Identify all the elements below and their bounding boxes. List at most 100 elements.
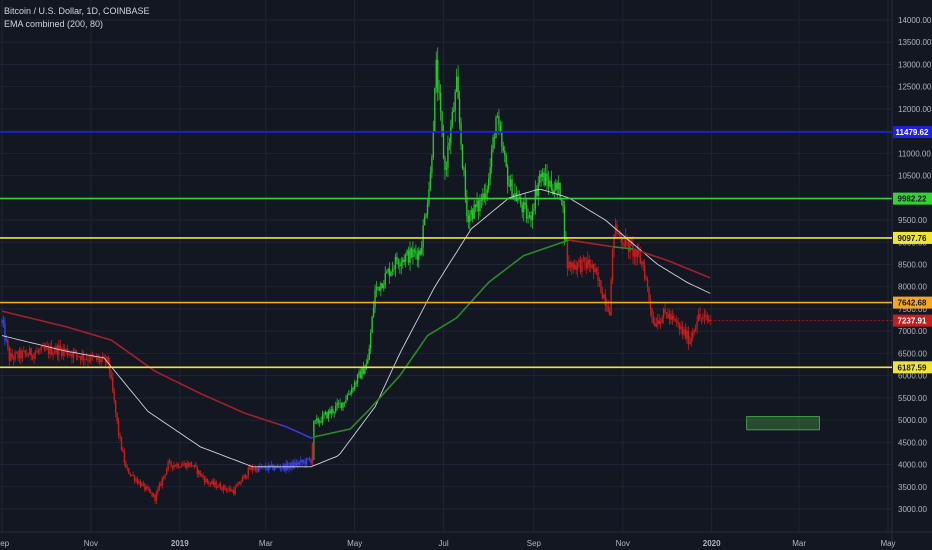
candle — [284, 463, 286, 473]
candle — [524, 193, 526, 209]
candle — [703, 308, 706, 325]
candle — [84, 358, 86, 366]
candle — [540, 169, 542, 188]
candle — [584, 256, 586, 271]
candle — [504, 145, 506, 163]
candle — [606, 298, 608, 312]
candle — [142, 480, 145, 487]
y-tick-label: 3500.00 — [898, 483, 927, 492]
candle — [371, 315, 373, 334]
candle — [604, 288, 606, 312]
candle — [164, 473, 166, 480]
candle — [553, 181, 555, 200]
candle — [569, 261, 572, 272]
candle — [595, 267, 598, 275]
candle — [560, 198, 563, 206]
candle — [619, 229, 621, 238]
candle — [431, 154, 433, 179]
candle — [186, 459, 188, 471]
y-tick-label: 7000.00 — [898, 327, 927, 336]
candle — [493, 132, 496, 149]
candle — [375, 281, 378, 298]
ema80-line — [1, 188, 711, 468]
candle — [549, 177, 551, 188]
candle — [697, 308, 700, 322]
candle — [181, 460, 184, 467]
candle — [165, 467, 168, 475]
candle — [103, 354, 105, 358]
candle — [100, 357, 102, 369]
candle — [130, 474, 133, 477]
candle — [659, 317, 662, 330]
candle — [208, 480, 210, 487]
candle — [616, 220, 618, 238]
candle — [397, 257, 400, 269]
candle — [359, 368, 362, 379]
indicator-title[interactable]: EMA combined (200, 80) — [4, 19, 104, 29]
candle — [157, 486, 159, 496]
candle — [138, 479, 140, 485]
candle — [69, 352, 72, 357]
candle — [587, 251, 589, 270]
candle — [355, 380, 357, 387]
candle — [216, 485, 219, 489]
candle — [544, 163, 547, 186]
candle — [42, 342, 44, 348]
horizontal-levels: 11479.62 9982.22 9097.76 7642.68 6187.59 — [0, 126, 932, 374]
candle — [435, 51, 437, 94]
candle — [686, 326, 688, 344]
candle — [546, 164, 548, 190]
candle — [358, 368, 360, 379]
candle — [266, 465, 268, 472]
candle — [585, 256, 588, 274]
candle — [180, 462, 182, 468]
candle — [511, 173, 513, 200]
candle — [4, 317, 6, 346]
candle — [608, 306, 611, 316]
candle — [384, 266, 386, 289]
candle — [160, 480, 162, 487]
candle — [238, 481, 241, 485]
candle — [387, 267, 389, 275]
candle — [128, 467, 130, 475]
last-price-badge — [893, 314, 932, 327]
last-price-label: 7237.91 — [898, 317, 927, 326]
candle — [499, 120, 502, 134]
y-tick-label: 9500.00 — [898, 216, 927, 225]
candle — [116, 412, 118, 425]
candle — [568, 255, 570, 271]
candle — [454, 88, 456, 122]
candle — [498, 108, 500, 135]
candle — [288, 462, 290, 473]
candle — [473, 199, 475, 220]
candle — [617, 232, 620, 236]
candle — [356, 373, 359, 388]
candle — [342, 402, 344, 412]
candle — [539, 170, 541, 187]
candle — [228, 485, 231, 493]
candle — [161, 476, 163, 489]
candle — [646, 276, 649, 292]
candle — [215, 480, 217, 491]
candle — [177, 462, 180, 469]
rectangle-drawing[interactable] — [746, 416, 820, 431]
candle — [528, 211, 531, 219]
candle — [235, 483, 238, 488]
candle — [390, 271, 392, 277]
candle — [457, 65, 459, 100]
candle — [279, 463, 282, 472]
candle — [253, 467, 255, 471]
candle — [603, 293, 605, 299]
level-badge-label: 9982.22 — [898, 195, 927, 204]
symbol-title[interactable]: Bitcoin / U.S. Dollar, 1D, COINBASE — [4, 6, 150, 16]
candle — [323, 411, 325, 420]
candle — [33, 352, 35, 364]
candle — [581, 258, 583, 278]
candle — [174, 464, 177, 467]
y-tick-label: 8000.00 — [898, 283, 927, 292]
candle — [247, 465, 249, 480]
x-tick-label: Jul — [438, 539, 448, 548]
candle — [520, 194, 522, 208]
candle — [461, 144, 464, 171]
